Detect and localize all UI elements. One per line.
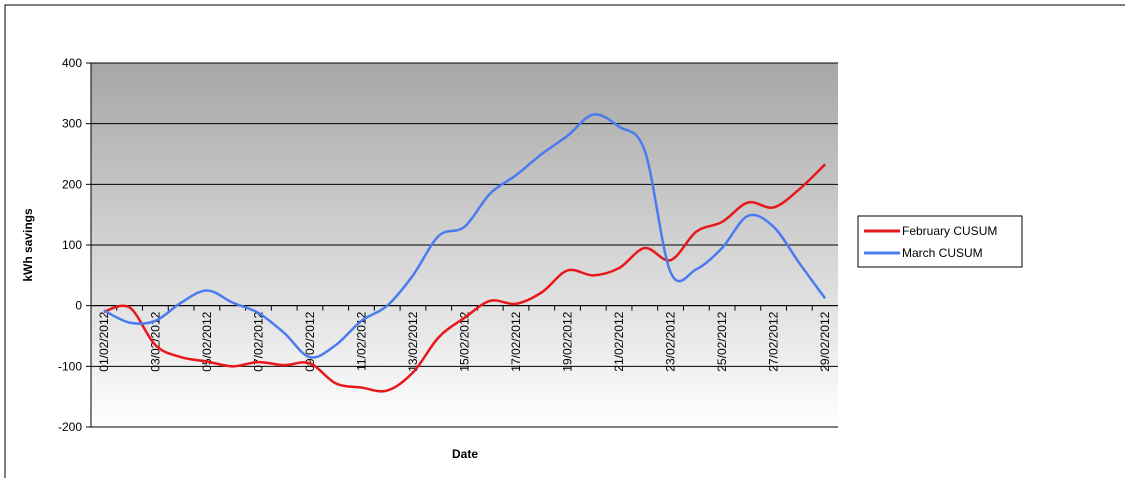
y-tick-label: -200 [58,420,82,434]
y-axis-label: kWh savings [21,208,35,282]
x-tick-label: 21/02/2012 [612,311,626,371]
x-tick-label: 11/02/2012 [354,311,368,370]
x-tick-label: 03/02/2012 [148,311,162,371]
legend-box [857,215,1023,268]
x-tick-label: 19/02/2012 [561,311,575,371]
legend: February CUSUM March CUSUM [857,215,1023,268]
y-tick-label: 400 [62,56,82,70]
x-tick-label: 07/02/2012 [251,311,265,371]
x-tick-label: 25/02/2012 [715,311,729,371]
x-tick-label: 23/02/2012 [664,311,678,371]
x-tick-label: 13/02/2012 [406,311,420,371]
x-tick-label: 01/02/2012 [97,311,111,371]
y-tick-label: 0 [75,299,82,313]
y-tick-label: 100 [62,238,82,252]
x-tick-label: 17/02/2012 [509,311,523,371]
x-tick-label: 15/02/2012 [458,311,472,371]
line-series [103,163,826,393]
x-axis-label: Date [452,447,478,461]
x-tick-label: 27/02/2012 [767,311,781,371]
y-tick-label: -100 [58,359,82,373]
chart-frame [4,4,1125,478]
x-tick-label: 29/02/2012 [818,311,832,371]
line-series [103,113,827,359]
legend-label: March CUSUM [902,246,983,260]
x-tick-label: 05/02/2012 [200,311,214,371]
y-tick-label: 200 [62,177,82,191]
legend-label: February CUSUM [902,224,997,238]
y-tick-label: 300 [62,117,82,131]
